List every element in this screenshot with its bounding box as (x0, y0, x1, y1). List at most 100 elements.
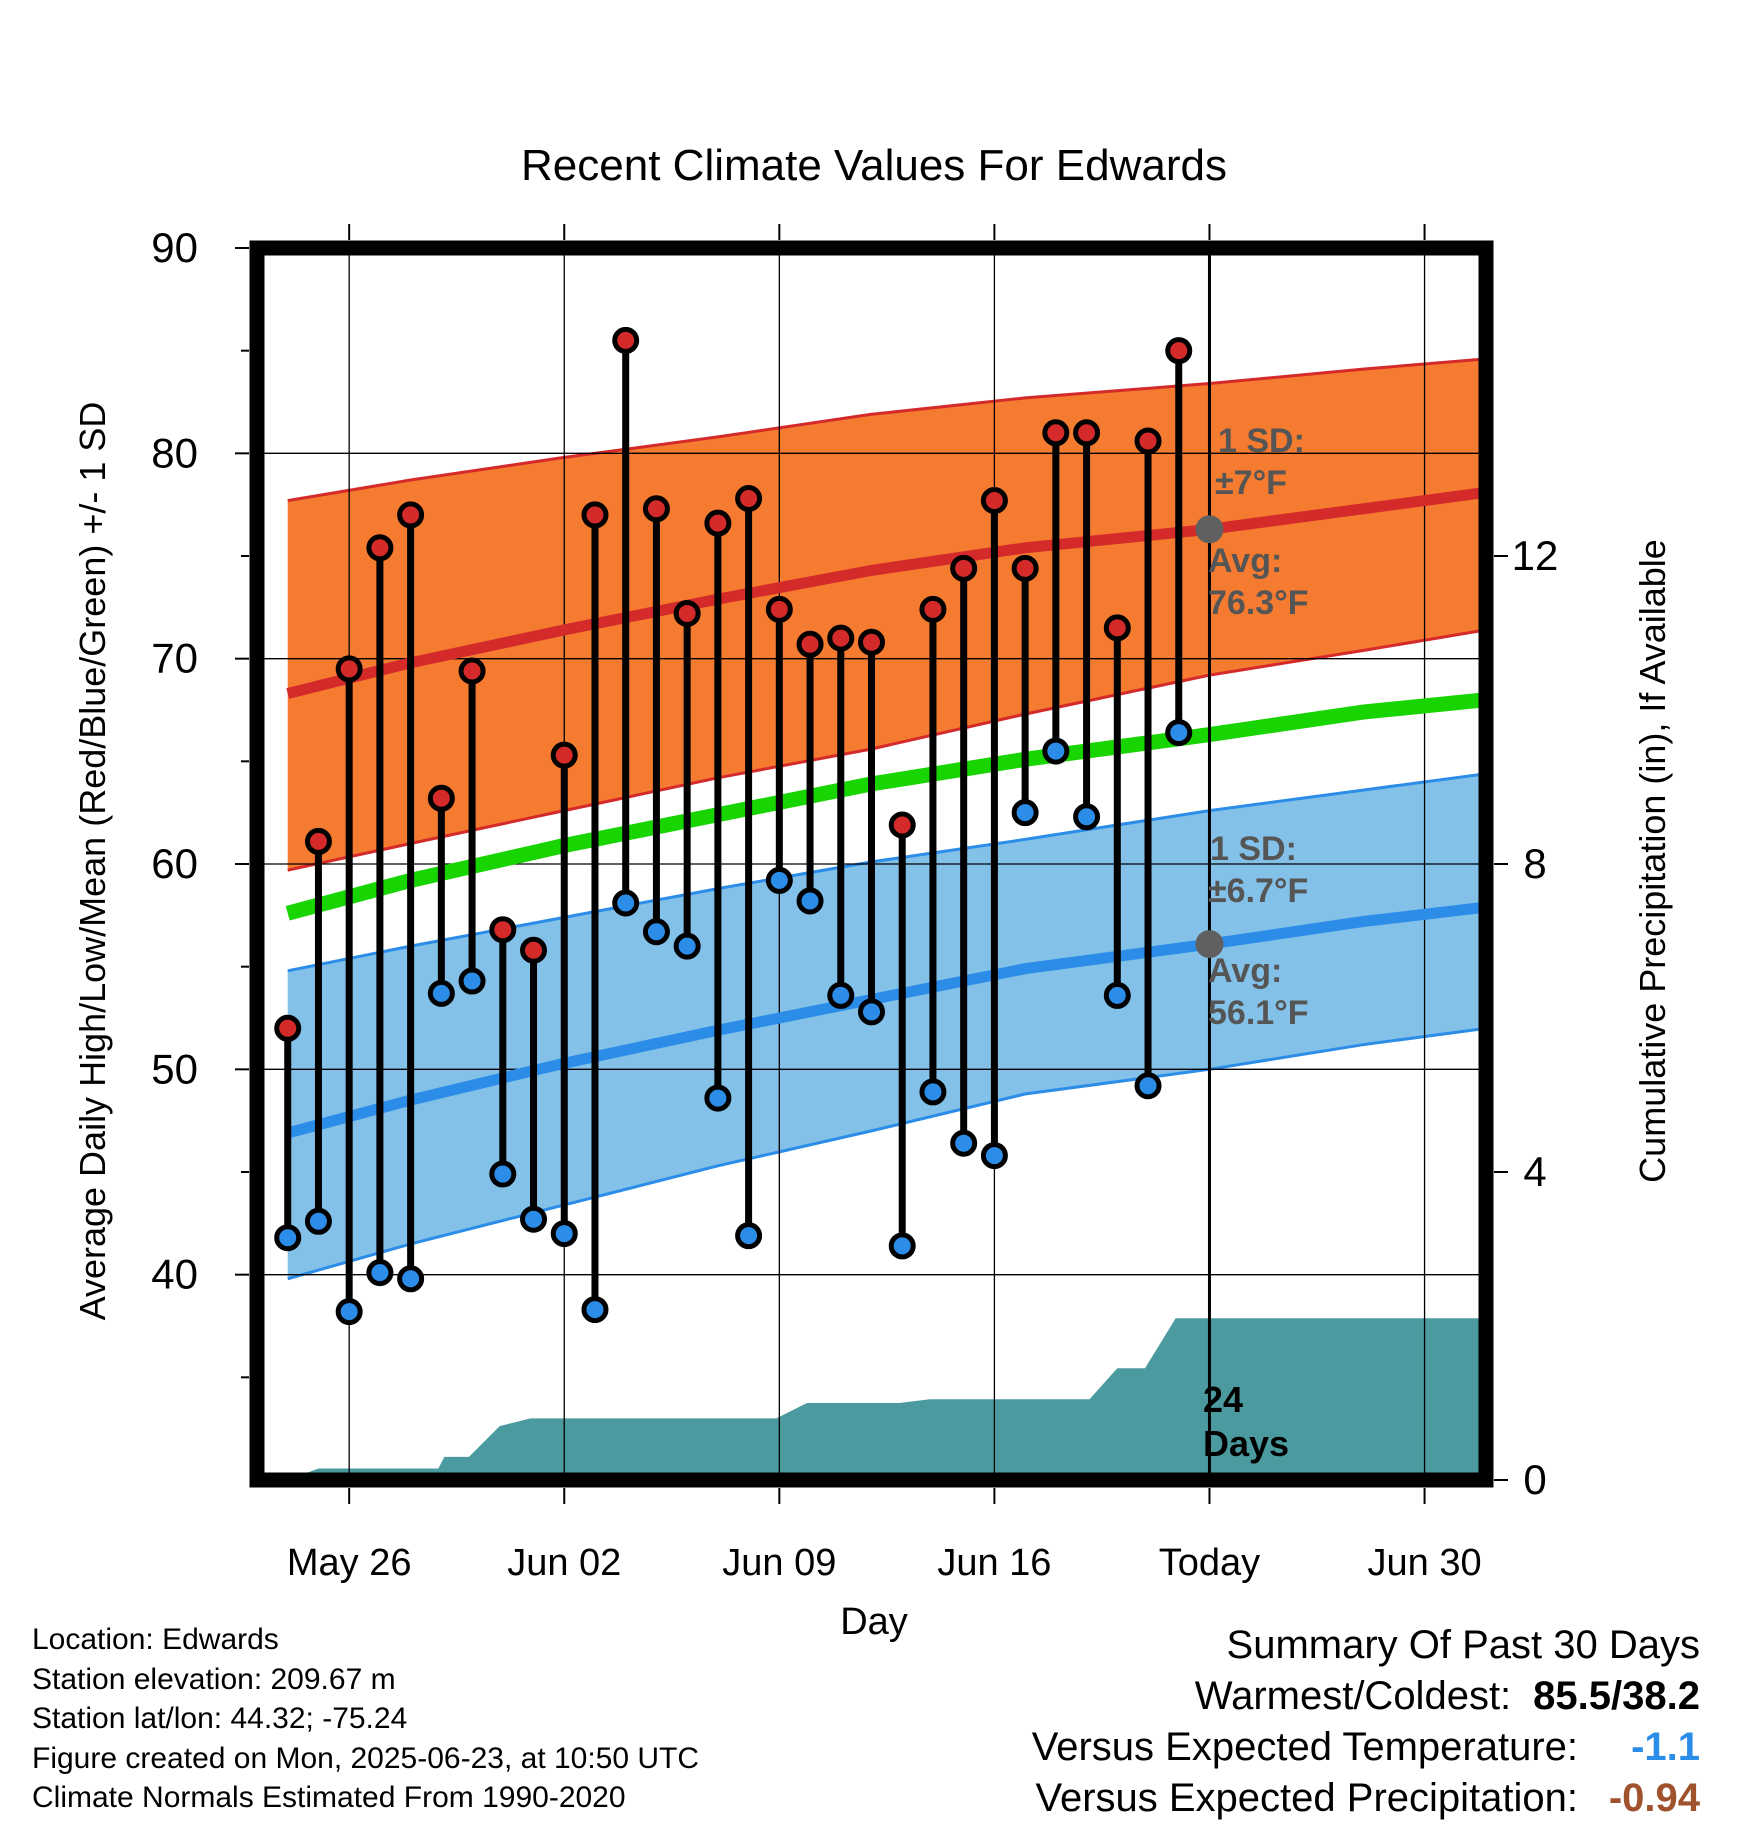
daily-low-point (980, 1142, 1008, 1170)
daily-high-point (888, 811, 916, 839)
latlon-text: Station lat/lon: 44.32; -75.24 (32, 1702, 408, 1735)
warmest-coldest-label: Warmest/Coldest: (1194, 1674, 1512, 1718)
daily-low-point (642, 918, 670, 946)
daily-high-point (1165, 337, 1193, 365)
high-sd-label: 1 SD: (1218, 422, 1305, 460)
daily-high-point (274, 1014, 302, 1042)
daily-low-point (458, 967, 486, 995)
daily-high-point (458, 657, 486, 685)
y-tick-label: 80 (151, 429, 198, 476)
low-sd-label: 1 SD: (1210, 830, 1297, 868)
warmest-coldest-value: 85.5/38.2 (1533, 1674, 1700, 1718)
daily-low-point (1042, 737, 1070, 765)
today-high-normal-marker (1195, 515, 1224, 544)
y-tick-label: 40 (151, 1251, 198, 1298)
temp-anomaly-label: Versus Expected Temperature: (1031, 1725, 1578, 1769)
daily-low-point (1103, 981, 1131, 1009)
daily-low-point (765, 866, 793, 894)
daily-high-point (520, 936, 548, 964)
y2-tick-label: 12 (1512, 532, 1559, 579)
temp-anomaly-value: -1.1 (1631, 1725, 1700, 1769)
warmest-coldest-row: Warmest/Coldest: 85.5/38.2 (1032, 1671, 1700, 1722)
summary-title: Summary Of Past 30 Days (1226, 1623, 1700, 1667)
daily-high-point (612, 326, 640, 354)
low-band-lower-edge (287, 1026, 1486, 1281)
daily-low-point (397, 1265, 425, 1293)
daily-high-point (980, 487, 1008, 515)
y2-axis-label: Cumulative Precipitation (in), If Availa… (1632, 539, 1673, 1183)
daily-low-point (335, 1298, 363, 1326)
daily-high-point (1073, 419, 1101, 447)
x-tick-label: Today (1159, 1542, 1260, 1584)
daily-low-point (796, 887, 824, 915)
daily-low-point (274, 1224, 302, 1252)
chart-title: Recent Climate Values For Edwards (521, 141, 1227, 190)
daily-high-point (796, 630, 824, 658)
daily-high-point (550, 741, 578, 769)
daily-low-point (950, 1129, 978, 1157)
daily-high-point (673, 599, 701, 627)
daily-low-point (550, 1220, 578, 1248)
daily-low-point (1134, 1072, 1162, 1100)
daily-high-point (581, 501, 609, 529)
daily-high-point (765, 595, 793, 623)
daily-low-point (366, 1259, 394, 1287)
daily-high-point (427, 784, 455, 812)
y-tick-label: 90 (151, 224, 198, 271)
precip-anomaly-row: Versus Expected Precipitation: -0.94 (1032, 1773, 1700, 1824)
y-tick-label: 50 (151, 1045, 198, 1092)
daily-high-point (304, 827, 332, 855)
station-info: Location: Edwards Station elevation: 209… (32, 1620, 699, 1818)
daily-high-point (489, 916, 517, 944)
daily-high-point (1042, 419, 1070, 447)
x-tick-label: Jun 09 (722, 1542, 836, 1584)
daily-low-point (704, 1084, 732, 1112)
daily-low-point (827, 981, 855, 1009)
plot-frame (249, 240, 1494, 1488)
daily-low-point (735, 1222, 763, 1250)
daily-low-point (673, 932, 701, 960)
daily-low-point (581, 1296, 609, 1324)
daily-low-point (919, 1078, 947, 1106)
summary-panel: Summary Of Past 30 Days Warmest/Coldest:… (1032, 1620, 1700, 1824)
daily-low-point (427, 979, 455, 1007)
low-sd-band (287, 773, 1486, 1279)
daily-high-point (335, 655, 363, 683)
precip-days-number: 24 (1203, 1379, 1243, 1420)
low-sd-value: ±6.7°F (1208, 872, 1308, 910)
x-axis-label: Day (840, 1601, 908, 1643)
daily-high-point (858, 628, 885, 656)
daily-high-point (1011, 554, 1039, 582)
x-tick-label: Jun 02 (507, 1542, 621, 1584)
daily-high-point (1134, 427, 1162, 455)
high-band-upper-edge (287, 357, 1486, 503)
y-tick-label: 70 (151, 635, 198, 682)
y2-tick-label: 4 (1523, 1148, 1546, 1195)
daily-high-point (827, 624, 855, 652)
y-tick-label: 60 (151, 840, 198, 887)
daily-low-point (1011, 799, 1039, 827)
daily-high-point (1103, 614, 1131, 642)
elevation-text: Station elevation: 209.67 m (32, 1662, 396, 1696)
plot-area (257, 248, 1486, 1480)
x-tick-label: May 26 (287, 1542, 412, 1584)
daily-low-point (489, 1160, 517, 1188)
low-avg-value: 56.1°F (1208, 994, 1309, 1032)
daily-low-point (612, 889, 640, 917)
location-text: Location: Edwards (32, 1623, 279, 1656)
daily-low-point (858, 998, 885, 1026)
daily-low-point (1165, 719, 1193, 747)
low-avg-label: Avg: (1208, 952, 1282, 990)
daily-high-point (704, 509, 732, 537)
precip-anomaly-label: Versus Expected Precipitation: (1035, 1776, 1578, 1820)
high-avg-value: 76.3°F (1208, 584, 1309, 622)
daily-low-point (304, 1207, 332, 1235)
x-tick-label: Jun 30 (1368, 1542, 1482, 1584)
precip-area (287, 1318, 1486, 1480)
daily-high-point (919, 595, 947, 623)
today-low-normal-marker (1195, 930, 1224, 959)
daily-high-point (642, 495, 670, 523)
daily-low-point (1073, 803, 1101, 831)
daily-low-point (520, 1205, 548, 1233)
